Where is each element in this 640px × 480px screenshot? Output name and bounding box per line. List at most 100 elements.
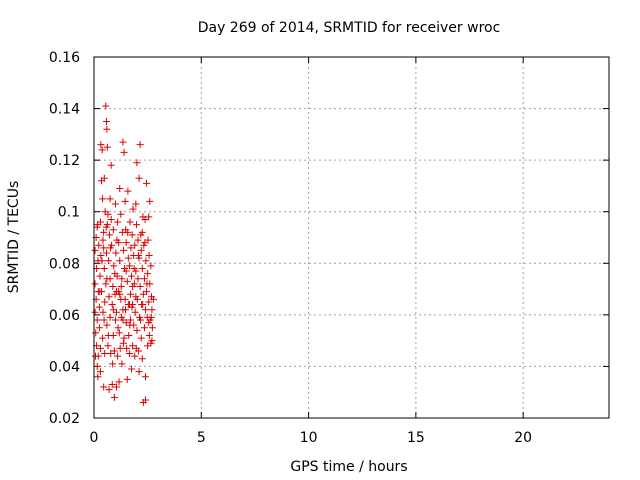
y-tick-label: 0.14: [49, 102, 80, 118]
data-point: [99, 236, 107, 244]
data-point: [123, 375, 131, 383]
data-point: [129, 342, 137, 350]
data-point: [112, 249, 120, 257]
data-point: [120, 246, 128, 254]
data-point: [101, 298, 109, 306]
data-point: [104, 342, 112, 350]
data-point: [107, 350, 115, 358]
data-point: [146, 197, 154, 205]
data-point: [128, 272, 136, 280]
data-point: [97, 252, 105, 260]
data-point: [147, 313, 155, 321]
data-point: [145, 213, 153, 221]
data-point: [119, 339, 127, 347]
data-point: [120, 334, 128, 342]
y-tick-label: 0.04: [49, 359, 80, 375]
x-tick-label: 20: [514, 430, 532, 446]
data-point: [117, 210, 125, 218]
data-point: [103, 275, 111, 283]
data-point: [126, 316, 134, 324]
data-point: [125, 301, 133, 309]
data-point: [102, 117, 110, 125]
y-tick-label: 0.16: [49, 50, 80, 66]
data-point: [107, 215, 115, 223]
data-point: [125, 331, 133, 339]
data-point: [132, 344, 140, 352]
data-point: [97, 141, 105, 149]
data-point: [145, 331, 153, 339]
data-point: [123, 344, 131, 352]
data-point: [103, 125, 111, 133]
data-point: [100, 316, 108, 324]
data-point: [142, 306, 149, 314]
data-point: [99, 195, 107, 203]
data-point: [136, 141, 144, 149]
data-point: [120, 148, 128, 156]
data-point: [104, 210, 112, 218]
data-point: [98, 146, 106, 154]
data-point: [125, 262, 133, 270]
data-point: [113, 236, 121, 244]
data-point: [145, 298, 153, 306]
data-point: [105, 231, 113, 239]
data-point: [107, 161, 115, 169]
data-point: [91, 246, 99, 254]
y-tick-label: 0.06: [49, 308, 80, 324]
x-tick-label: 0: [90, 430, 99, 446]
data-point: [115, 378, 123, 386]
data-point: [126, 218, 134, 226]
data-point: [100, 228, 108, 236]
data-point: [109, 360, 117, 368]
data-point: [125, 350, 133, 358]
data-point: [131, 352, 139, 360]
data-point: [100, 264, 108, 272]
data-point: [91, 308, 99, 316]
data-point: [105, 293, 113, 301]
data-point: [140, 275, 148, 283]
data-point: [148, 306, 156, 314]
chart-title: Day 269 of 2014, SRMTID for receiver wro…: [198, 20, 501, 36]
data-point: [138, 228, 146, 236]
data-point: [133, 159, 141, 167]
data-point: [143, 280, 151, 288]
data-point: [121, 295, 129, 303]
grid-lines: [94, 57, 609, 418]
data-point: [95, 303, 103, 311]
x-tick-label: 5: [197, 430, 206, 446]
data-point: [134, 236, 142, 244]
data-point: [130, 264, 138, 272]
data-point: [94, 373, 102, 381]
x-tick-label: 10: [300, 430, 318, 446]
data-point: [100, 174, 108, 182]
data-point: [114, 352, 122, 360]
data-point: [116, 185, 124, 193]
data-point: [114, 324, 122, 332]
data-point: [108, 301, 116, 309]
data-point: [136, 282, 144, 290]
data-point: [109, 226, 117, 234]
x-tick-label: 15: [407, 430, 425, 446]
data-point: [100, 244, 108, 252]
data-point: [123, 277, 131, 285]
data-point: [113, 383, 121, 391]
data-point: [145, 252, 153, 260]
data-point: [137, 334, 145, 342]
data-point: [105, 257, 113, 265]
data-point: [149, 295, 157, 303]
data-point: [96, 272, 104, 280]
data-point: [113, 288, 121, 296]
data-point: [133, 295, 141, 303]
data-point: [141, 239, 149, 247]
data-point: [144, 270, 152, 278]
data-point: [102, 223, 110, 231]
data-point: [92, 329, 100, 337]
data-point: [143, 179, 151, 187]
data-point: [139, 301, 147, 309]
data-point: [110, 347, 118, 355]
data-point: [118, 360, 126, 368]
data-point: [98, 257, 106, 265]
data-point: [132, 200, 140, 208]
data-point: [109, 306, 117, 314]
data-point: [137, 246, 145, 254]
